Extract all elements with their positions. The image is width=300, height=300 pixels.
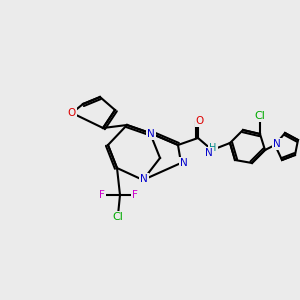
Text: F: F xyxy=(99,190,105,200)
Text: Cl: Cl xyxy=(112,212,123,222)
Text: N: N xyxy=(180,158,188,168)
Text: N: N xyxy=(273,139,281,149)
Text: F: F xyxy=(132,190,138,200)
Text: O: O xyxy=(68,108,76,118)
Text: N: N xyxy=(147,129,155,139)
Text: Cl: Cl xyxy=(255,111,266,121)
Text: O: O xyxy=(196,116,204,126)
Text: N: N xyxy=(205,148,213,158)
Text: H: H xyxy=(209,143,217,153)
Text: N: N xyxy=(140,174,148,184)
